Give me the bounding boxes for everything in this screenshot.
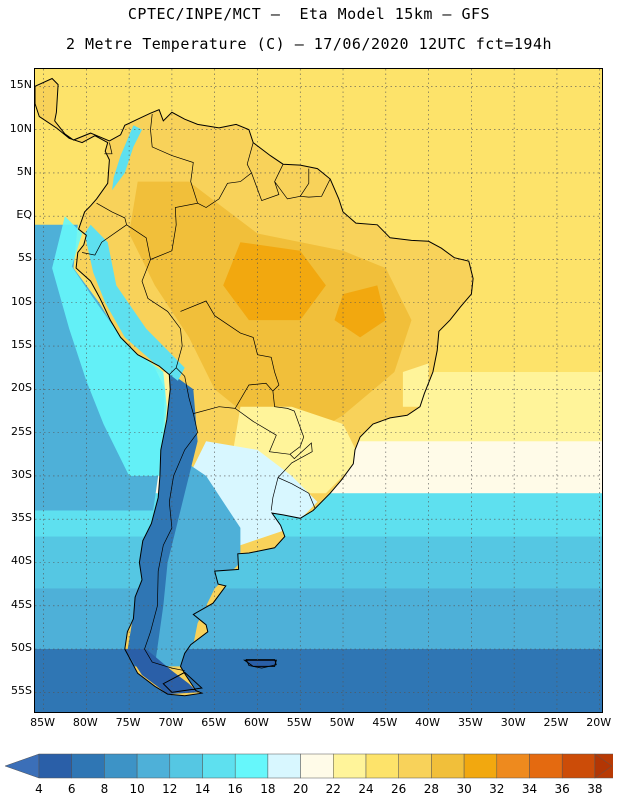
graticule — [35, 69, 602, 712]
latitude-label: 15S — [11, 338, 32, 352]
ocean-band-5 — [35, 588, 602, 650]
longitude-label: 65W — [201, 716, 227, 729]
longitude-label: 30W — [500, 716, 526, 729]
colorbar-level-label: 36 — [554, 782, 570, 796]
ocean-band-6 — [35, 649, 602, 712]
colorbar-segment — [104, 753, 138, 779]
latitude-label: 35S — [11, 511, 32, 525]
colorbar-segment — [365, 753, 399, 779]
colorbar-segment — [234, 753, 269, 779]
colorbar-level-label: 4 — [35, 782, 43, 796]
latitude-label: 50S — [11, 641, 32, 655]
longitude-label: 50W — [329, 716, 355, 729]
colorbar-segment — [38, 753, 72, 779]
latitude-label: 55S — [11, 684, 32, 698]
colorbar-level-label: 34 — [521, 782, 538, 796]
latitude-label: 25S — [11, 424, 32, 438]
colorbar-level-label: 14 — [194, 782, 211, 796]
longitude-label: 60W — [244, 716, 269, 729]
colorbar-segment — [202, 753, 236, 779]
longitude-label: 55W — [286, 716, 312, 729]
longitude-label: 75W — [115, 716, 141, 729]
colorbar-segment — [333, 753, 367, 779]
colorbar-level-label: 12 — [162, 782, 178, 796]
latitude-label: 30S — [11, 467, 32, 481]
colorbar-segment — [398, 753, 432, 779]
colorbar-level-label: 8 — [100, 782, 109, 796]
latitude-label: 5S — [18, 251, 32, 265]
latitude-label: 5N — [16, 164, 32, 178]
colorbar-level-label: 22 — [325, 782, 341, 796]
colorbar-under-arrow — [5, 753, 40, 779]
colorbar-segment — [529, 753, 563, 779]
longitude-label: 40W — [415, 716, 441, 729]
latitude-label: 10S — [11, 294, 32, 308]
longitude-label: 85W — [30, 716, 55, 729]
latitude-label: EQ — [16, 208, 32, 222]
map-title-line-2: 2 Metre Temperature (C) — 17/06/2020 12U… — [65, 35, 553, 53]
colorbar-segment — [71, 753, 105, 779]
longitude-label: 70W — [158, 716, 184, 729]
colorbar-segment — [169, 753, 203, 779]
pacific-coastal-strip — [52, 216, 167, 476]
latitude-label: 40S — [11, 554, 32, 568]
colorbar-segment — [496, 753, 530, 779]
colorbar-level-label: 18 — [260, 782, 276, 796]
map-title-line-1: CPTEC/INPE/MCT — Eta Model 15km — GFS — [127, 5, 491, 23]
longitude-label: 20W — [586, 716, 612, 729]
longitude-label: 35W — [457, 716, 483, 729]
colorbar-level-label: 38 — [587, 782, 603, 796]
latitude-label: 10N — [9, 121, 32, 135]
longitude-label: 45W — [372, 716, 398, 729]
longitude-label: 25W — [543, 716, 569, 729]
colorbar-level-label: 24 — [358, 782, 374, 796]
latitude-label: 45S — [11, 597, 32, 611]
colorbar-segment — [561, 753, 596, 779]
colorbar-segment — [267, 753, 301, 779]
longitude-label: 80W — [72, 716, 98, 729]
colorbar-segment — [300, 753, 334, 779]
colorbar-level-label: 16 — [227, 782, 243, 796]
colorbar-level-label: 26 — [391, 782, 407, 796]
country-borders — [82, 113, 331, 672]
colorbar-level-label: 28 — [423, 782, 440, 796]
colorbar-level-label: 30 — [456, 782, 472, 796]
map-canvas — [35, 69, 602, 712]
colorbar-segment — [463, 753, 498, 779]
colorbar-segment — [136, 753, 171, 779]
colorbar-over-arrow — [594, 753, 613, 779]
colorbar-level-label: 32 — [489, 782, 505, 796]
latitude-label: 15N — [9, 78, 32, 92]
colorbar — [5, 753, 613, 779]
colorbar-segment — [431, 753, 465, 779]
coastline — [35, 77, 474, 697]
colorbar-level-label: 10 — [129, 782, 145, 796]
colorbar-level-label: 6 — [67, 782, 76, 796]
colorbar-level-label: 20 — [292, 782, 309, 796]
latitude-label: 20S — [11, 381, 32, 395]
temperature-map — [34, 68, 603, 713]
